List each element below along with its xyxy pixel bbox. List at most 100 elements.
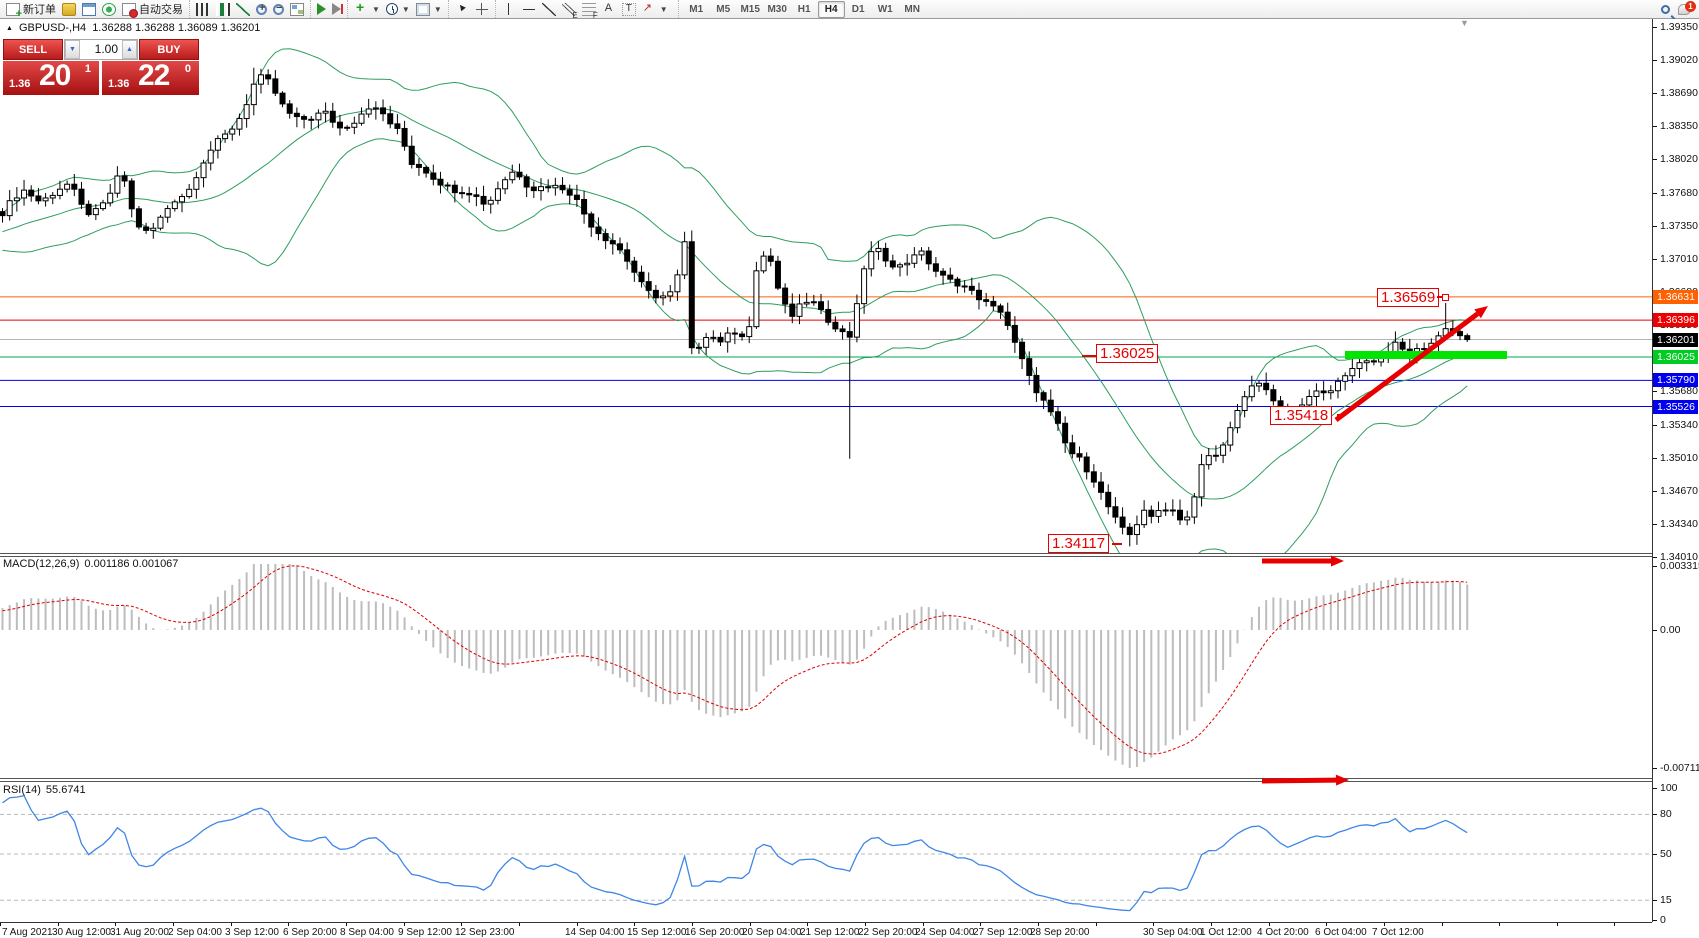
autotrade-icon xyxy=(122,2,138,18)
horizontal-line-button[interactable] xyxy=(519,2,539,17)
main-chart-pane[interactable] xyxy=(0,19,1652,553)
candles-icon xyxy=(216,2,230,16)
chevron-down-icon[interactable]: ▼ xyxy=(659,4,668,14)
chat-icon[interactable]: 1 xyxy=(1678,0,1696,15)
collapse-icon[interactable]: ▲ xyxy=(6,24,13,32)
tile-icon xyxy=(290,2,304,16)
search-icon[interactable] xyxy=(1661,4,1670,14)
cursor-button[interactable] xyxy=(452,2,472,17)
bar-chart-button[interactable] xyxy=(193,2,213,17)
macd-values: 0.001186 0.001067 xyxy=(84,558,179,570)
zoom-in-button[interactable] xyxy=(253,2,270,16)
rsi-pane[interactable] xyxy=(0,782,1652,922)
auto-scroll-button[interactable] xyxy=(314,2,329,16)
time-label: 7 Aug 2021 xyxy=(2,927,53,938)
price-tick-label: 1.34010 xyxy=(1660,551,1698,563)
time-tick xyxy=(172,923,174,926)
sell-button[interactable]: SELL xyxy=(3,39,63,60)
price-tick-label: 1.38350 xyxy=(1660,120,1698,133)
labelT-icon xyxy=(621,2,636,16)
indicators-button[interactable]: ▼ xyxy=(351,0,383,17)
time-label: 21 Sep 12:00 xyxy=(800,927,860,938)
timeframe-m5-button[interactable]: M5 xyxy=(716,3,731,15)
timeframe-mn-button[interactable]: MN xyxy=(904,3,920,15)
rsi-axis-tick xyxy=(1653,854,1657,855)
vertical-line-button[interactable] xyxy=(499,2,519,17)
candlestick-chart-button[interactable] xyxy=(213,2,233,17)
rsi-axis-label: 80 xyxy=(1660,808,1672,821)
volume-down-button[interactable]: ▼ xyxy=(65,40,80,59)
chevron-down-icon[interactable]: ▼ xyxy=(401,4,410,14)
annotation-price-label[interactable]: 1.36569 xyxy=(1377,288,1440,307)
chart-window-button[interactable] xyxy=(79,2,99,17)
time-tick xyxy=(634,923,636,926)
equidistant-channel-button[interactable] xyxy=(559,2,579,20)
time-tick xyxy=(1441,923,1443,926)
chevron-down-icon[interactable]: ▼ xyxy=(433,4,442,14)
zoom-out-button[interactable] xyxy=(270,2,287,16)
price-badge: 1.36631 xyxy=(1653,289,1698,304)
navigator-button[interactable] xyxy=(99,2,119,17)
periods-button[interactable]: ▼ xyxy=(383,2,413,16)
annotation-connector xyxy=(1437,296,1445,298)
rsi-axis-tick xyxy=(1653,920,1657,921)
time-label: 7 Oct 12:00 xyxy=(1372,927,1424,938)
rsi-axis-label: 50 xyxy=(1660,848,1672,860)
annotation-price-label[interactable]: 1.35418 xyxy=(1270,406,1333,425)
crosshair-button[interactable] xyxy=(472,2,492,17)
profiles-button[interactable] xyxy=(59,2,79,17)
timeframe-m30-button[interactable]: M30 xyxy=(767,3,787,15)
autotrading-button[interactable]: 自动交易 xyxy=(119,0,186,18)
price-axis[interactable]: 1.39350 1.39020 1.38690 1.38350 1.38020 1.376… xyxy=(1653,19,1699,926)
timeframe-h1-button[interactable]: H1 xyxy=(797,3,811,15)
chevron-down-icon[interactable]: ▼ xyxy=(372,4,380,14)
text-button[interactable] xyxy=(599,2,619,17)
trendline-button[interactable] xyxy=(539,2,559,17)
time-tick xyxy=(461,923,463,926)
time-axis[interactable]: 7 Aug 2021 30 Aug 12:00 31 Aug 20:00 2 Sep … xyxy=(0,923,1652,938)
chart-shift-button[interactable] xyxy=(329,2,344,16)
chart-shift-marker[interactable]: ▼ xyxy=(1460,18,1469,28)
text-label-button[interactable] xyxy=(619,2,639,17)
pane-separator-main-macd[interactable] xyxy=(0,553,1699,557)
timeframe-toolbar: M1 M5 M15 M30 H1 H4 D1 W1 MN xyxy=(677,0,926,18)
price-tick xyxy=(1653,192,1657,194)
time-label: 30 Sep 04:00 xyxy=(1143,927,1203,938)
new-order-button[interactable]: 新订单 xyxy=(3,0,59,20)
autoscroll-icon xyxy=(317,3,326,15)
timeframe-h4-button[interactable]: H4 xyxy=(817,0,845,18)
price-tick-label: 1.34340 xyxy=(1660,518,1698,531)
line-chart-button[interactable] xyxy=(233,2,253,17)
price-tick xyxy=(1653,225,1657,227)
price-tick xyxy=(1653,159,1657,160)
buy-quote[interactable]: 1.36 22 0 xyxy=(102,59,199,95)
time-tick xyxy=(1095,923,1097,926)
support-zone-highlight[interactable] xyxy=(1345,351,1507,359)
rsi-axis-tick xyxy=(1653,814,1657,816)
time-tick xyxy=(980,923,982,926)
annotation-price-label[interactable]: 1.36025 xyxy=(1096,344,1159,363)
timeframe-m1-button[interactable]: M1 xyxy=(689,3,704,15)
volume-field[interactable]: ▼ 1.00 ▲ xyxy=(64,39,138,60)
time-label: 3 Sep 12:00 xyxy=(225,927,279,938)
templates-button[interactable]: ▼ xyxy=(413,2,445,17)
price-tick xyxy=(1653,27,1657,28)
time-label: 2 Sep 04:00 xyxy=(168,927,222,938)
tile-windows-button[interactable] xyxy=(287,2,307,17)
autotrading-button-label: 自动交易 xyxy=(139,4,183,16)
timeframe-d1-button[interactable]: D1 xyxy=(851,3,865,15)
pane-separator-macd-rsi[interactable] xyxy=(0,778,1699,782)
hline-icon xyxy=(521,2,536,16)
timeframe-w1-button[interactable]: W1 xyxy=(877,3,893,15)
macd-pane[interactable] xyxy=(0,557,1652,778)
price-tick-label: 1.37010 xyxy=(1660,253,1698,266)
volume-up-button[interactable]: ▲ xyxy=(122,40,137,59)
arrows-button[interactable]: ▼ xyxy=(639,1,671,17)
buy-button[interactable]: BUY xyxy=(139,39,199,60)
fibonacci-button[interactable] xyxy=(579,2,599,20)
sell-quote[interactable]: 1.36 20 1 xyxy=(3,59,99,95)
timeframe-m15-button[interactable]: M15 xyxy=(740,3,760,15)
volume-value[interactable]: 1.00 xyxy=(94,42,118,56)
price-tick-label: 1.35010 xyxy=(1660,451,1698,464)
annotation-price-label[interactable]: 1.34117 xyxy=(1048,534,1110,553)
